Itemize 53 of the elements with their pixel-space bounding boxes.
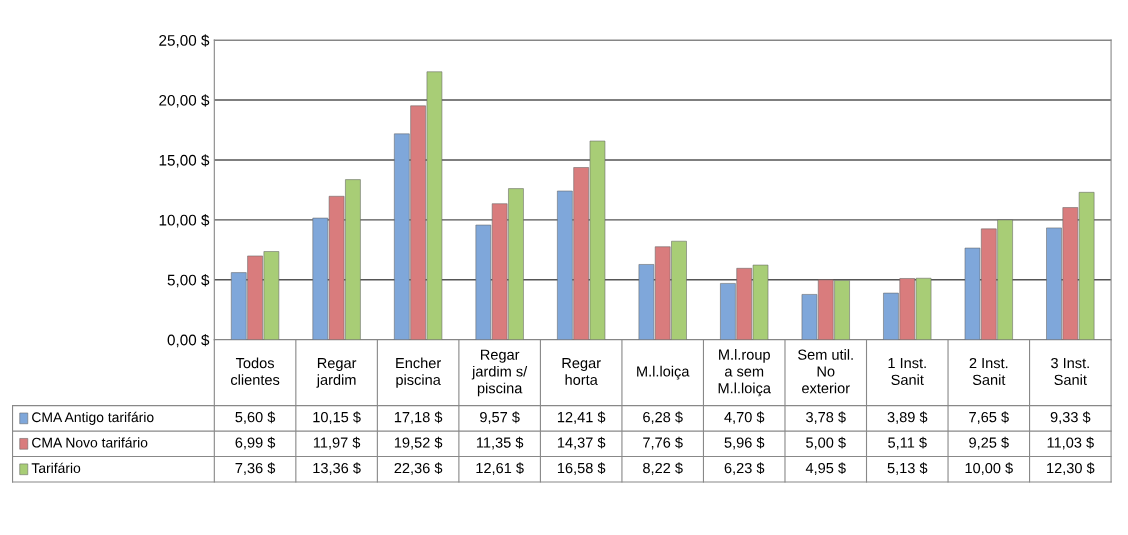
data-label: 5,96 $	[724, 436, 765, 450]
data-label: 5,00 $	[806, 436, 846, 450]
x-tick-label: Regar jardim	[316, 358, 357, 388]
x-tick-label: Todos clientes	[230, 357, 280, 385]
data-label: 9,33 $	[1050, 411, 1091, 425]
data-label: 13,36 $	[313, 462, 361, 475]
x-tick-label: Encher piscina	[396, 357, 441, 388]
data-label: 10,15 $	[313, 411, 361, 425]
x-tick-label: Regar horta	[562, 358, 601, 385]
x-tick-label: Sem util. No exterior	[798, 349, 853, 394]
x-tick-label: 3 Inst. Sanit	[1051, 357, 1089, 385]
y-tick-label: 15,00 $	[159, 154, 210, 168]
data-label: 4,70 $	[724, 411, 765, 425]
data-label: 11,35 $	[476, 436, 524, 450]
data-label: 14,37 $	[557, 436, 606, 450]
data-label: 12,61 $	[476, 462, 524, 475]
data-label: 11,97 $	[313, 436, 361, 450]
data-label: 9,57 $	[480, 411, 520, 425]
x-tick-label: 1 Inst. Sanit	[888, 358, 926, 385]
data-label: 19,52 $	[394, 436, 443, 450]
x-tick-label: Regar jardim s/ piscina	[471, 349, 528, 397]
data-label: 3,78 $	[806, 411, 846, 425]
y-tick-label: 5,00 $	[167, 274, 210, 288]
data-label: 12,41 $	[557, 411, 606, 425]
data-label: 9,25 $	[969, 436, 1009, 450]
data-label: 5,13 $	[887, 462, 928, 475]
data-label: 6,23 $	[724, 462, 765, 475]
data-label: 7,76 $	[643, 436, 683, 450]
x-tick-label: M.l.roup a sem M.l.loiça	[718, 349, 771, 397]
data-label: 10,00 $	[965, 462, 1013, 475]
legend-label: Tarifário	[31, 462, 81, 474]
data-label: 7,65 $	[969, 411, 1009, 425]
data-label: 11,03 $	[1047, 436, 1094, 450]
legend-label: CMA Novo tarifário	[32, 437, 148, 448]
data-label: 12,30 $	[1047, 462, 1095, 475]
data-label: 5,11 $	[888, 436, 927, 450]
y-tick-label: 10,00 $	[159, 214, 210, 228]
y-tick-label: 25,00 $	[159, 34, 210, 48]
data-label: 3,89 $	[887, 411, 928, 425]
data-label: 4,95 $	[805, 462, 846, 475]
data-label: 6,28 $	[643, 411, 683, 425]
y-tick-label: 0,00 $	[167, 333, 210, 348]
legend-label: CMA Antigo tarifário	[32, 411, 154, 425]
x-tick-label: M.l.loiça	[637, 365, 690, 380]
data-label: 17,18 $	[394, 411, 443, 425]
data-label: 7,36 $	[235, 462, 276, 475]
data-label: 8,22 $	[643, 462, 683, 475]
y-tick-label: 20,00 $	[159, 94, 210, 108]
data-label: 5,60 $	[235, 411, 276, 425]
data-label: 6,99 $	[235, 436, 276, 450]
x-tick-label: 2 Inst. Sanit	[969, 357, 1008, 385]
data-label: 16,58 $	[557, 462, 606, 475]
data-label: 22,36 $	[394, 462, 443, 475]
